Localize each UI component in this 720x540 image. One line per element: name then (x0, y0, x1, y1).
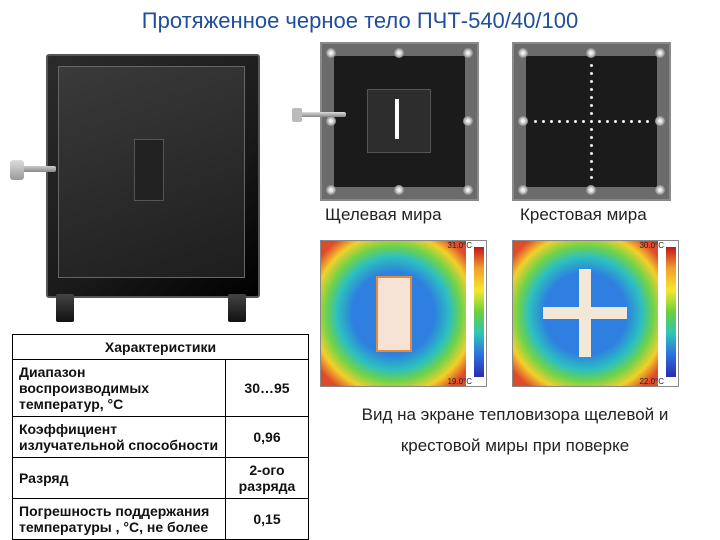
table-row: Погрешность поддержания температуры , °С… (13, 499, 309, 540)
spec-label: Коэффициент излучательной способности (13, 417, 226, 458)
spec-label: Погрешность поддержания температуры , °С… (13, 499, 226, 540)
table-row: Диапазон воспроизводимых температур, °С … (13, 360, 309, 417)
thermal-caption: Вид на экране тепловизора щелевой и крес… (325, 400, 705, 461)
spec-value: 30…95 (226, 360, 309, 417)
cb-top-label: 31.0°C (447, 241, 472, 250)
device-illustration (16, 44, 281, 324)
page-title: Протяженное черное тело ПЧТ-540/40/100 (0, 8, 720, 34)
spec-label: Диапазон воспроизводимых температур, °С (13, 360, 226, 417)
table-row: Разряд 2-ого разряда (13, 458, 309, 499)
table-row: Коэффициент излучательной способности 0,… (13, 417, 309, 458)
colorbar-cross (666, 247, 676, 377)
thermal-image-slit: 31.0°C 19.0°C (320, 240, 487, 387)
table-header: Характеристики (13, 335, 309, 360)
cross-target-plate (512, 42, 671, 201)
spec-value: 2-ого разряда (226, 458, 309, 499)
spec-value: 0,15 (226, 499, 309, 540)
slit-caption: Щелевая мира (325, 205, 442, 225)
spec-label: Разряд (13, 458, 226, 499)
cb-top-label: 30.0°C (639, 241, 664, 250)
specs-table: Характеристики Диапазон воспроизводимых … (12, 334, 309, 540)
spec-value: 0,96 (226, 417, 309, 458)
slit-target-plate (320, 42, 479, 201)
cb-bottom-label: 22.0°C (639, 377, 664, 386)
thermal-image-cross: 30.0°C 22.0°C (512, 240, 679, 387)
cb-bottom-label: 19.0°C (447, 377, 472, 386)
cross-caption: Крестовая мира (520, 205, 647, 225)
colorbar-slit (474, 247, 484, 377)
